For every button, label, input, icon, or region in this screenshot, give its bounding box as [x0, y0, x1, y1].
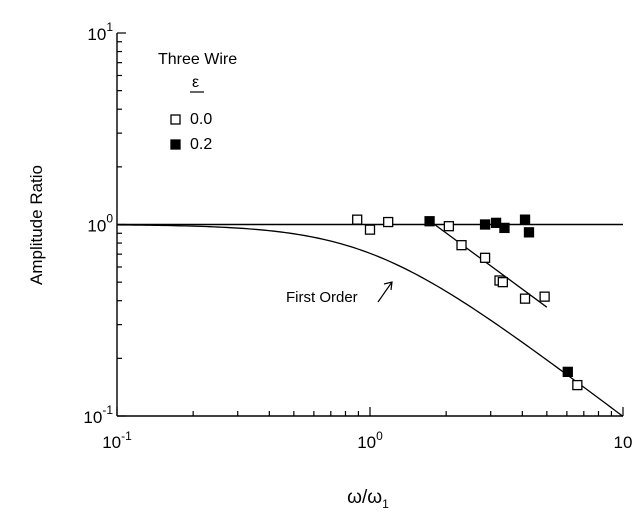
lines [116, 223, 624, 417]
data-point-open [352, 214, 363, 225]
x-tick-label: 100 [357, 429, 383, 452]
data-point-open [443, 221, 455, 232]
first-order-curve [116, 224, 624, 417]
x-axis-label-sub: 1 [382, 497, 389, 511]
y-tick-label-exp: -1 [102, 403, 113, 417]
y-axis-label: Amplitude Ratio [27, 165, 46, 285]
data-point-open [497, 276, 508, 288]
legend-title: Three Wire [158, 51, 237, 68]
y-tick-label: 10-1 [83, 403, 113, 427]
y-tick-label-exp: 1 [106, 20, 113, 34]
x-tick-label: 10 [614, 433, 633, 452]
data-point-open [456, 240, 467, 251]
y-tick-label-exp: 0 [106, 212, 113, 226]
data-point-filled [523, 227, 535, 238]
data-point-open [572, 379, 583, 391]
legend-marker-filled [170, 139, 181, 150]
x-tick-label-base: 10 [614, 433, 633, 452]
legend-marker-open [170, 114, 181, 125]
data-point-open [539, 291, 550, 302]
legend-label-1: 0.2 [190, 136, 212, 153]
x-tick-label-base: 10 [102, 433, 121, 452]
data-point-filled [424, 216, 435, 227]
trend-line [434, 223, 548, 308]
data-point-filled [479, 219, 491, 230]
y-tick-label-base: 10 [83, 408, 102, 427]
x-tick-label: 10-1 [102, 429, 132, 452]
data-point-open [383, 216, 394, 228]
data-point-filled [490, 217, 502, 229]
markers [352, 214, 583, 391]
annotation-arrow [377, 281, 393, 303]
legend-param: ε [192, 74, 199, 91]
x-axis-label: ω/ω1 [347, 487, 389, 511]
x-tick-label-exp: 0 [376, 429, 383, 443]
x-tick-label-base: 10 [357, 433, 376, 452]
x-axis-label-main: ω/ω [347, 487, 382, 508]
data-point-filled [562, 366, 573, 378]
data-point-open [479, 252, 491, 263]
data-point-filled [499, 222, 510, 234]
y-tick-label-base: 10 [87, 217, 106, 236]
x-tick-label-exp: -1 [121, 429, 132, 443]
data-point-open [364, 224, 376, 235]
y-tick-label-base: 10 [87, 25, 106, 44]
legend-label-0: 0.0 [190, 111, 212, 128]
data-point-open [519, 293, 531, 304]
y-tick-label: 101 [87, 20, 113, 44]
annotation-first-order: First Order [286, 289, 358, 306]
data-point-filled [519, 214, 531, 225]
y-tick-label: 100 [87, 212, 113, 236]
